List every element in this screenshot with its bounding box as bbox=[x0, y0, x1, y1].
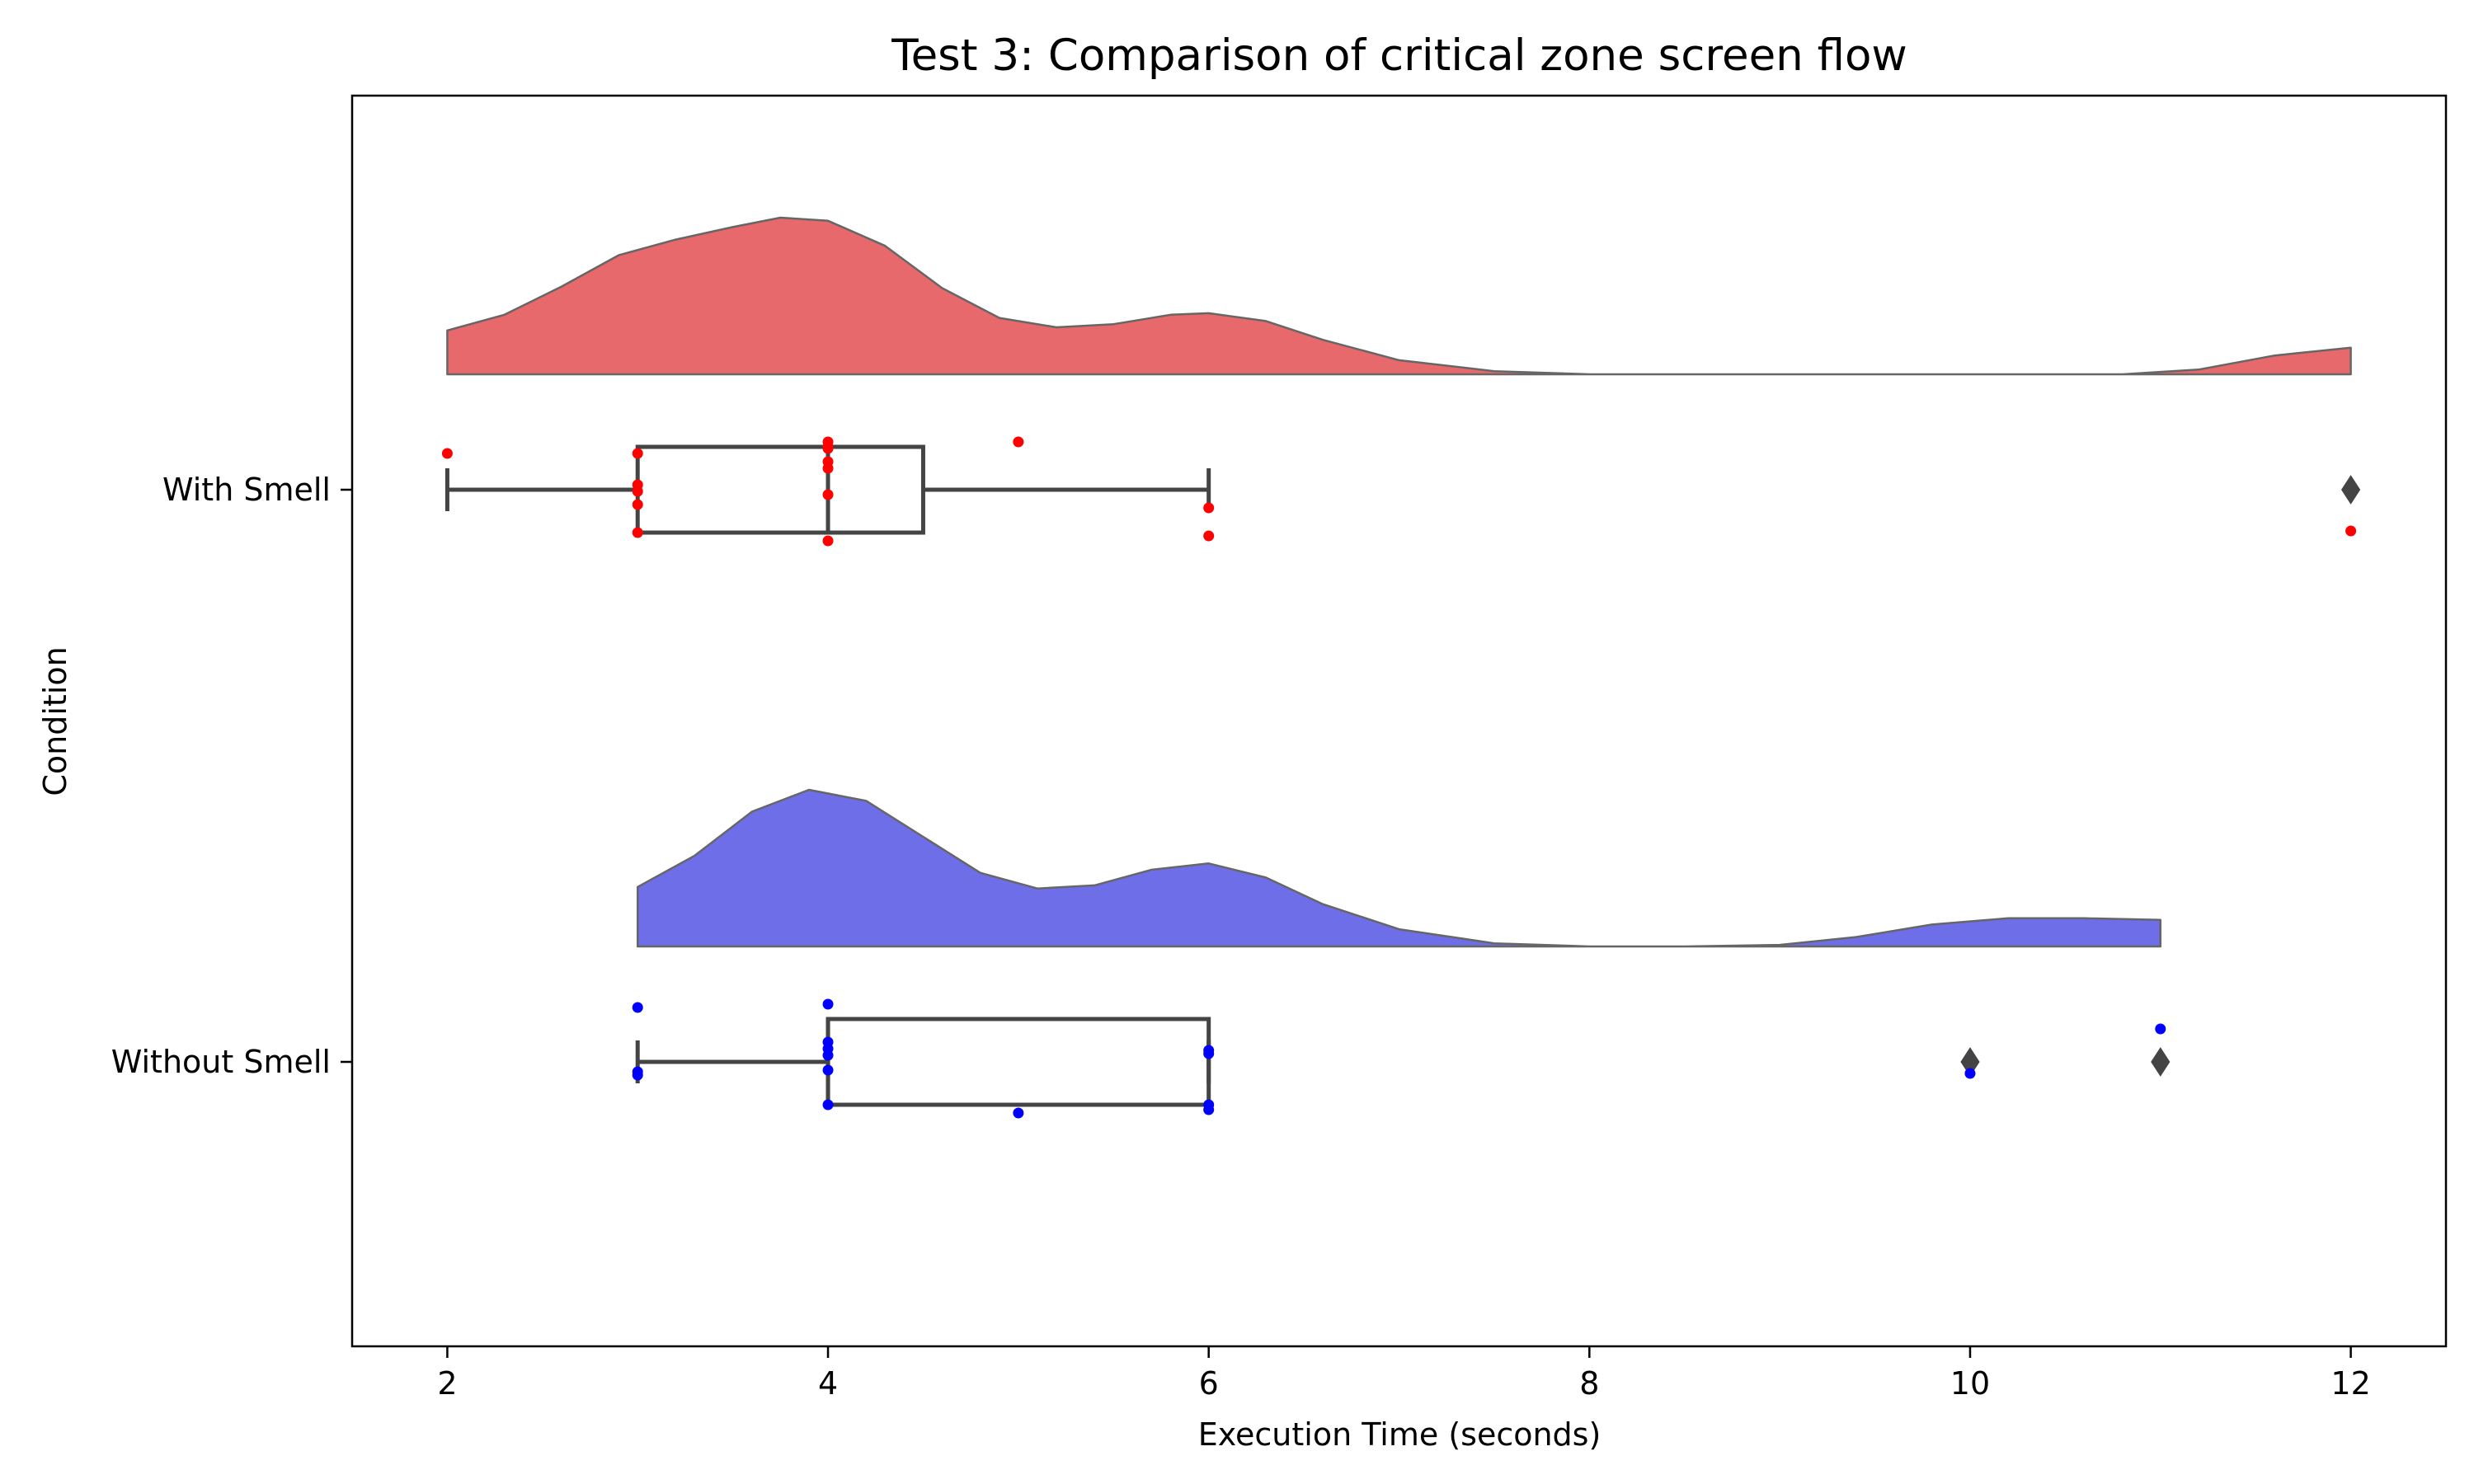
data-point bbox=[822, 1064, 834, 1076]
data-point bbox=[632, 499, 643, 510]
x-tick-label: 6 bbox=[1199, 1365, 1219, 1402]
data-point bbox=[1013, 1107, 1024, 1119]
y-axis-ticks: With Smell Without Smell bbox=[111, 472, 352, 1080]
outlier-marker bbox=[2151, 1047, 2171, 1077]
y-tick-label: Without Smell bbox=[111, 1044, 331, 1080]
data-point bbox=[1203, 1104, 1215, 1115]
x-tick-label: 4 bbox=[818, 1365, 838, 1402]
density-cloud bbox=[636, 788, 2162, 948]
x-tick-label: 8 bbox=[1579, 1365, 1599, 1402]
data-point bbox=[822, 1043, 834, 1054]
data-point bbox=[441, 448, 453, 459]
data-point bbox=[2345, 525, 2357, 537]
data-point bbox=[2155, 1023, 2166, 1035]
data-point bbox=[632, 1069, 643, 1081]
data-point bbox=[822, 441, 834, 453]
x-tick-label: 10 bbox=[1950, 1365, 1990, 1402]
data-point bbox=[1203, 1045, 1215, 1056]
plot-frame bbox=[350, 94, 2448, 1348]
chart-title: Test 3: Comparison of critical zone scre… bbox=[891, 31, 1907, 81]
outlier-marker bbox=[2340, 475, 2361, 505]
data-point bbox=[632, 448, 643, 459]
y-tick-label: With Smell bbox=[162, 472, 331, 508]
plot-content bbox=[441, 216, 2361, 1119]
data-point bbox=[822, 463, 834, 474]
density-cloud bbox=[446, 216, 2352, 376]
x-tick-label: 2 bbox=[437, 1365, 457, 1402]
x-axis-ticks: 2 4 6 8 10 12 bbox=[437, 1346, 2371, 1402]
y-axis-label: Condition bbox=[37, 646, 73, 796]
data-point bbox=[632, 1002, 643, 1013]
x-tick-label: 12 bbox=[2331, 1365, 2370, 1402]
data-point bbox=[822, 1099, 834, 1111]
data-point bbox=[1203, 502, 1215, 514]
data-point bbox=[822, 489, 834, 500]
data-point bbox=[822, 998, 834, 1010]
x-axis-label: Execution Time (seconds) bbox=[1198, 1416, 1602, 1453]
data-point bbox=[1013, 436, 1024, 448]
series-group bbox=[632, 788, 2171, 1119]
data-point bbox=[1964, 1068, 1976, 1079]
data-point bbox=[822, 535, 834, 547]
data-point bbox=[632, 527, 643, 538]
data-point bbox=[1203, 530, 1215, 542]
data-point bbox=[632, 479, 643, 491]
series-group bbox=[441, 216, 2361, 547]
